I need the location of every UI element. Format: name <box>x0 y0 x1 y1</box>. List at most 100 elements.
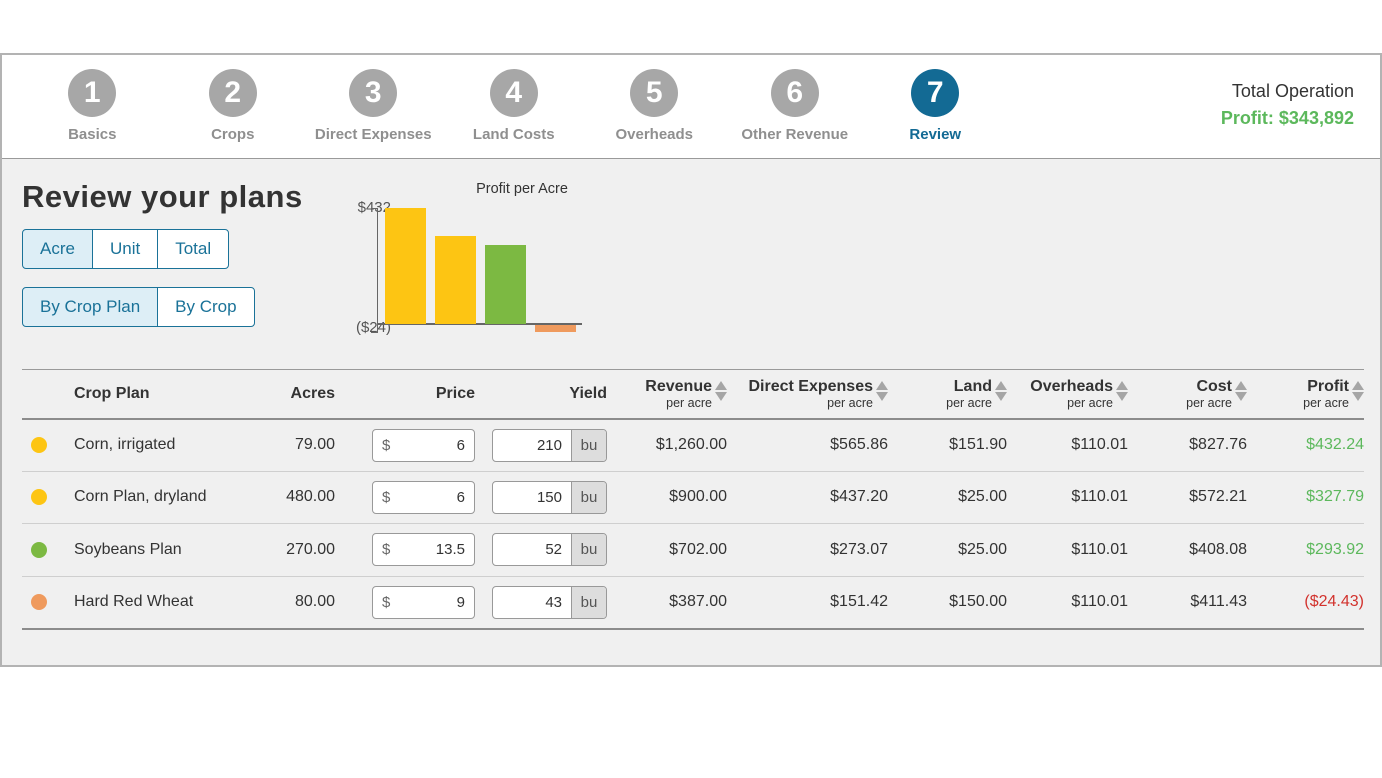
chart-plot-area <box>371 207 587 333</box>
col-profit[interactable]: Profit per acre <box>1247 369 1364 420</box>
profit-per-acre-chart: Profit per Acre $432 ($24) <box>317 181 607 346</box>
step-number-badge: 3 <box>349 69 398 117</box>
table-row: Soybeans Plan 270.00 $13.5 52 bu $702.00 … <box>22 524 1364 576</box>
direct-expenses-value: $273.07 <box>830 540 888 558</box>
toggle-by-crop-plan[interactable]: By Crop Plan <box>22 287 159 327</box>
review-content: Review your plans Acre Unit Total By Cro… <box>2 159 1380 630</box>
cost-value: $827.76 <box>1189 436 1247 453</box>
step-other-revenue[interactable]: 6 Other Revenue <box>725 69 866 143</box>
step-wizard: 1 Basics 2 Crops 3 Direct Expenses 4 Lan… <box>2 55 1380 159</box>
crop-name: Corn Plan, dryland <box>74 488 207 506</box>
col-yield: Yield <box>475 369 607 420</box>
total-operation-label: Total Operation <box>1231 81 1354 101</box>
step-land-costs[interactable]: 4 Land Costs <box>444 69 585 143</box>
bushel-unit-addon[interactable]: bu <box>571 534 606 566</box>
chart-bar <box>435 235 476 324</box>
total-operation-summary: Total Operation Profit: $343,892 <box>1221 81 1354 129</box>
crop-plans-table: Crop Plan Acres Price Yield Revenue per a… <box>22 369 1364 630</box>
dollar-prefix: $ <box>382 541 391 559</box>
bushel-unit-addon[interactable]: bu <box>571 586 606 618</box>
table-row: Corn, irrigated 79.00 $6 210 bu $1,260.00… <box>22 419 1364 471</box>
chart-y-axis <box>371 208 378 333</box>
overheads-value: $110.01 <box>1071 593 1128 610</box>
step-number-badge: 5 <box>630 69 679 117</box>
price-input[interactable]: $6 <box>372 480 475 514</box>
unit-toggle-group: Acre Unit Total <box>22 229 230 269</box>
chart-title: Profit per Acre <box>476 181 568 197</box>
yield-input[interactable]: 52 bu <box>492 533 607 567</box>
revenue-value: $702.00 <box>669 540 727 558</box>
dollar-prefix: $ <box>382 436 391 454</box>
sort-arrows-icon[interactable] <box>995 377 1007 402</box>
step-basics[interactable]: 1 Basics <box>22 69 163 143</box>
overheads-value: $110.01 <box>1071 488 1128 506</box>
step-crops[interactable]: 2 Crops <box>163 69 304 143</box>
col-price: Price <box>335 369 475 420</box>
dollar-prefix: $ <box>382 488 391 506</box>
toggle-unit[interactable]: Unit <box>91 229 159 269</box>
sort-arrows-icon[interactable] <box>1116 377 1128 402</box>
chart-bar <box>535 325 576 332</box>
table-row: Hard Red Wheat 80.00 $9 43 bu $387.00 $15… <box>22 576 1364 629</box>
land-value: $150.00 <box>949 593 1007 610</box>
cost-value: $411.43 <box>1190 593 1247 610</box>
col-acres: Acres <box>255 369 335 420</box>
acres-value: 80.00 <box>294 593 335 610</box>
step-number-badge: 4 <box>489 69 538 117</box>
toggle-total[interactable]: Total <box>157 229 230 269</box>
col-crop-plan: Crop Plan <box>74 369 255 420</box>
table-row: Corn Plan, dryland 480.00 $6 150 bu $900.… <box>22 471 1364 524</box>
bushel-unit-addon[interactable]: bu <box>571 429 606 461</box>
col-cost[interactable]: Cost per acre <box>1128 369 1247 420</box>
toggle-acre[interactable]: Acre <box>22 229 93 269</box>
acres-value: 79.00 <box>294 436 335 453</box>
land-value: $25.00 <box>958 488 1007 506</box>
cost-value: $408.08 <box>1189 540 1247 558</box>
direct-expenses-value: $437.20 <box>830 488 888 506</box>
acres-value: 480.00 <box>286 488 335 506</box>
grouping-toggle-group: By Crop Plan By Crop <box>22 287 255 327</box>
crop-name: Soybeans Plan <box>74 540 182 558</box>
yield-input[interactable]: 150 bu <box>492 480 607 514</box>
step-number-badge: 6 <box>770 69 819 117</box>
step-direct-expenses[interactable]: 3 Direct Expenses <box>303 69 444 143</box>
price-input[interactable]: $9 <box>372 585 475 619</box>
price-input[interactable]: $13.5 <box>372 533 475 567</box>
profit-value: $293.92 <box>1306 540 1364 558</box>
price-input[interactable]: $6 <box>372 428 475 462</box>
chart-bar <box>485 245 526 324</box>
crop-name: Hard Red Wheat <box>74 593 194 610</box>
color-column-header <box>22 369 74 420</box>
bushel-unit-addon[interactable]: bu <box>571 481 606 513</box>
land-value: $25.00 <box>958 540 1007 558</box>
profit-value: ($24.43) <box>1304 593 1364 610</box>
overheads-value: $110.01 <box>1071 436 1128 453</box>
page-title: Review your plans <box>22 179 303 214</box>
crop-name: Corn, irrigated <box>74 436 176 453</box>
revenue-value: $1,260.00 <box>655 436 727 453</box>
acres-value: 270.00 <box>286 540 335 558</box>
yield-input[interactable]: 210 bu <box>492 428 607 462</box>
sort-arrows-icon[interactable] <box>1235 377 1247 402</box>
sort-arrows-icon[interactable] <box>1352 377 1364 402</box>
total-operation-profit: Profit: $343,892 <box>1220 108 1354 128</box>
yield-input[interactable]: 43 bu <box>492 585 607 619</box>
sort-arrows-icon[interactable] <box>876 377 888 402</box>
profit-value: $327.79 <box>1306 488 1364 506</box>
sort-arrows-icon[interactable] <box>715 377 727 402</box>
crop-color-dot <box>31 541 47 558</box>
revenue-value: $900.00 <box>669 488 727 506</box>
land-value: $151.90 <box>949 436 1007 453</box>
step-number-badge: 7 <box>911 69 960 117</box>
profit-value: $432.24 <box>1306 436 1364 453</box>
table-header-row: Crop Plan Acres Price Yield Revenue per a… <box>22 369 1364 420</box>
step-review[interactable]: 7 Review <box>865 69 1006 143</box>
crop-color-dot <box>31 489 47 506</box>
step-overheads[interactable]: 5 Overheads <box>584 69 725 143</box>
chart-y-max-label: $432 <box>357 199 391 216</box>
toggle-by-crop[interactable]: By Crop <box>157 287 255 327</box>
col-revenue[interactable]: Revenue per acre <box>607 369 727 420</box>
col-land[interactable]: Land per acre <box>888 369 1007 420</box>
col-overheads[interactable]: Overheads per acre <box>1007 369 1128 420</box>
col-direct-expenses[interactable]: Direct Expenses per acre <box>727 369 888 420</box>
